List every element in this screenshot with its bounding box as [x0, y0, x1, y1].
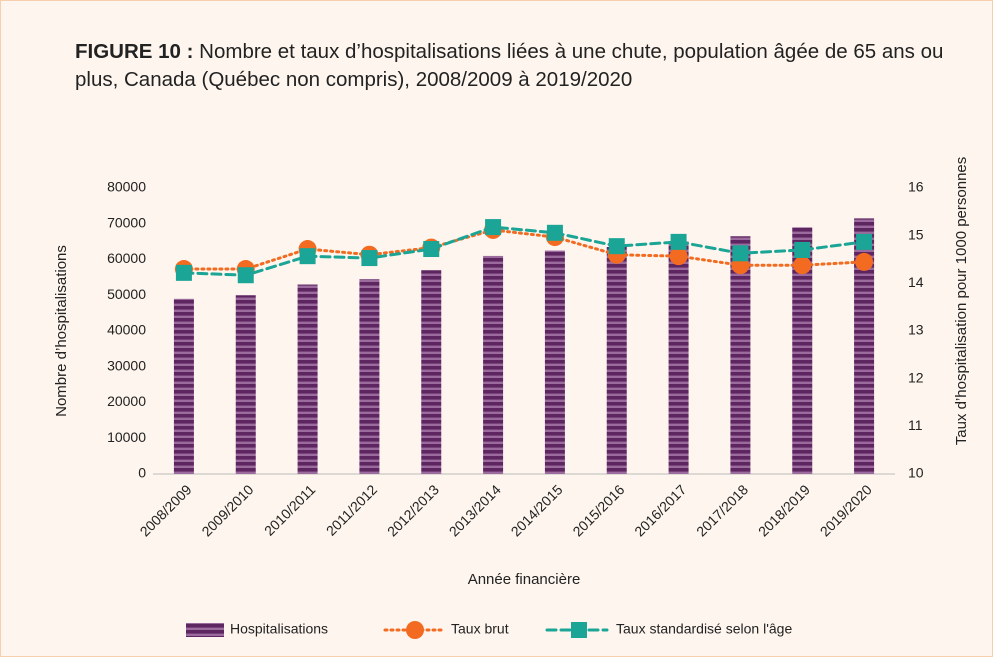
x-tick-label: 2011/2012	[323, 481, 381, 539]
legend-marker	[571, 622, 587, 638]
bar	[235, 295, 256, 474]
y-tick-label: 40000	[107, 322, 146, 338]
marker	[175, 264, 192, 281]
line	[182, 225, 866, 277]
bar	[792, 227, 813, 474]
x-tick-label: 2008/2009	[137, 481, 195, 539]
x-tick-label: 2017/2018	[693, 481, 751, 539]
chart-title: FIGURE 10 : Nombre et taux d’hospitalisa…	[75, 38, 975, 94]
y2-axis-label: Taux d’hospitalisation pour 1000 personn…	[953, 157, 970, 446]
y-tick-label: 50000	[107, 286, 146, 302]
y-tick-label: 20000	[107, 393, 146, 409]
y2-tick-label: 15	[908, 226, 924, 242]
marker	[546, 224, 563, 241]
bar	[668, 241, 689, 474]
x-tick-label: 2015/2016	[569, 481, 627, 539]
marker	[793, 256, 812, 275]
marker	[670, 233, 687, 250]
marker	[794, 241, 811, 258]
x-tick-label: 2013/2014	[446, 481, 504, 539]
figure-label: FIGURE 10 :	[75, 40, 194, 63]
marker	[608, 238, 625, 255]
x-tick-label: 2019/2020	[817, 481, 875, 539]
legend-marker	[406, 621, 424, 639]
marker	[237, 267, 254, 284]
bar	[173, 298, 194, 474]
legend-swatch	[186, 623, 224, 637]
marker	[423, 241, 440, 258]
y-axis-label: Nombre d’hospitalisations	[53, 245, 70, 417]
y2-tick-label: 14	[908, 274, 924, 290]
y2-tick-label: 10	[908, 465, 924, 481]
bar	[544, 250, 565, 474]
y-tick-label: 70000	[107, 214, 146, 230]
legend-label: Hospitalisations	[230, 621, 328, 637]
y-tick-label: 80000	[107, 179, 146, 195]
y2-tick-label: 12	[908, 369, 924, 385]
marker	[732, 245, 749, 262]
marker	[485, 219, 502, 236]
marker	[361, 250, 378, 267]
line	[182, 228, 866, 271]
legend-label: Taux standardisé selon l'âge	[616, 621, 792, 637]
x-tick-label: 2012/2013	[384, 481, 442, 539]
y-tick-label: 30000	[107, 357, 146, 373]
x-axis-label: Année financière	[468, 571, 581, 588]
marker	[856, 233, 873, 250]
y2-tick-label: 13	[908, 322, 924, 338]
marker	[669, 247, 688, 266]
bar	[359, 279, 380, 474]
y2-tick-label: 16	[908, 179, 924, 195]
bar	[606, 246, 627, 474]
bar	[297, 284, 318, 474]
x-tick-label: 2010/2011	[261, 481, 319, 539]
title-text: Nombre et taux d’hospitalisations liées …	[75, 40, 944, 91]
y-tick-label: 0	[138, 465, 146, 481]
y-tick-label: 10000	[107, 429, 146, 445]
marker	[299, 248, 316, 265]
x-tick-label: 2009/2010	[198, 481, 256, 539]
legend-label: Taux brut	[451, 621, 509, 637]
x-tick-label: 2014/2015	[508, 481, 566, 539]
y-tick-label: 60000	[107, 250, 146, 266]
y2-tick-label: 11	[908, 417, 923, 433]
x-tick-label: 2018/2019	[755, 481, 813, 539]
bar	[421, 270, 442, 474]
bar	[483, 255, 504, 474]
x-tick-label: 2016/2017	[631, 481, 689, 539]
bar	[730, 236, 751, 474]
marker	[855, 252, 874, 271]
bar	[854, 218, 875, 474]
